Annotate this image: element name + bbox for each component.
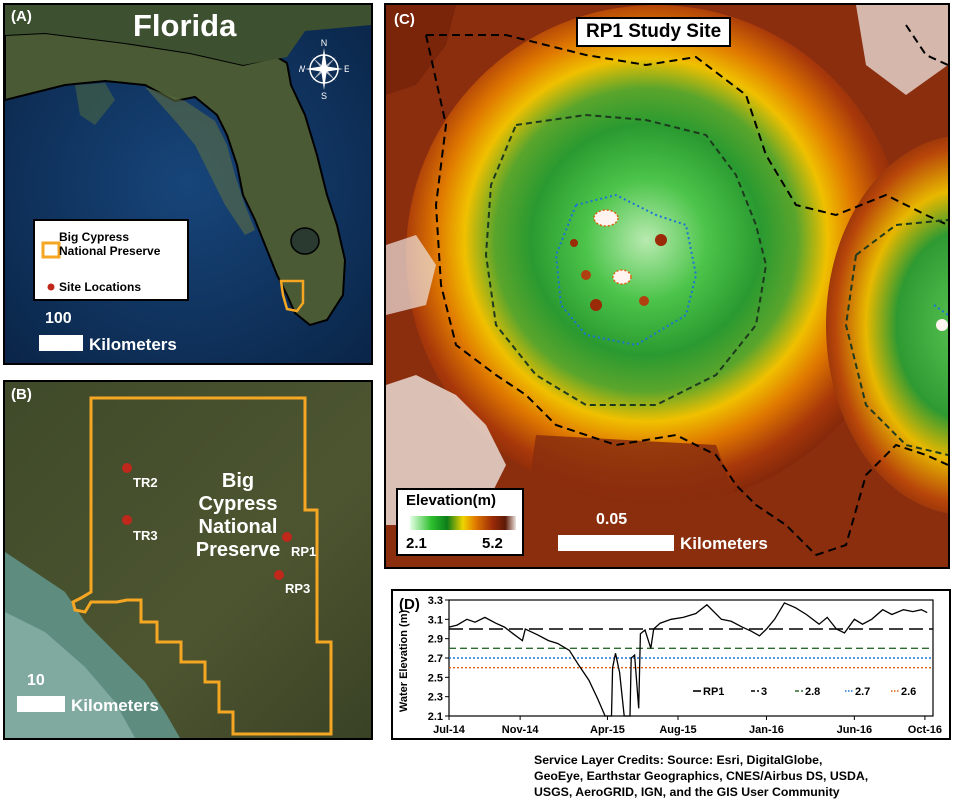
site-label-tr2: TR2 [133,475,158,490]
preserve-name-line-4: Preserve [195,539,281,561]
scale-unit-a: Kilometers [89,335,177,354]
scale-value-c: 0.05 [596,511,628,528]
preserve-name-label: Big Cypress National Preserve [173,470,303,562]
study-site-elevation-map: (C) RP1 Study Site Elevation(m) 2.1 5.2 … [384,3,950,569]
x-tick-label: Jun-16 [837,724,872,736]
x-tick-label: Jul-14 [433,724,466,736]
legend-label-RP1: RP1 [703,686,724,698]
scale-value-a: 100 [45,310,72,327]
elevation-raster [386,5,948,567]
preserve-swatch-icon [41,241,61,259]
preserve-map: (B) Big Cypress National Preserve TR2 TR… [3,380,373,740]
panel-d-label: (D) [399,596,420,613]
preserve-boundary [71,396,333,736]
site-marker-tr2 [122,463,132,473]
legend-preserve-label-2: National Preserve [59,244,161,258]
compass-n-label: N [321,39,328,48]
x-tick-label: Nov-14 [502,724,540,736]
water-elevation-chart-panel: (D) Water Elevation (m) 2.1 2.3 2.5 2.7 2.9 3… [391,589,951,740]
scale-unit-b: Kilometers [71,696,159,715]
y-tick-label: 2.7 [428,653,443,665]
credits-line-1: Service Layer Credits: Source: Esri, Dig… [534,753,823,767]
preserve-name-line-1: Big [221,470,255,492]
y-axis-label: Water Elevation (m) [398,610,410,713]
legend-label-2-7: 2.7 [855,686,870,698]
legend-label-2-6: 2.6 [901,686,916,698]
scale-bar-a [39,335,83,351]
y-tick-label: 2.9 [428,634,443,646]
credits-line-2: GeoEye, Earthstar Geographics, CNES/Airb… [534,769,869,783]
preserve-name-line-3: National [198,516,278,538]
map-title-florida: Florida [133,8,237,43]
site-marker-icon [47,283,55,291]
y-tick-label: 2.1 [428,711,443,723]
study-site-title: RP1 Study Site [576,17,732,47]
site-marker-tr3 [122,515,132,525]
x-tick-label: Aug-15 [659,724,696,736]
florida-overview-map: (A) Florida N S E W Big Cypress National… [3,3,373,365]
site-label-tr3: TR3 [133,528,158,543]
site-marker-rp1 [282,532,292,542]
scale-unit-c: Kilometers [680,534,768,553]
credits-line-3: USGS, AeroGRID, IGN, and the GIS User Co… [534,785,840,799]
elevation-legend: Elevation(m) 2.1 5.2 [396,488,524,556]
elevation-legend-title: Elevation(m) [406,492,497,509]
elevation-max-label: 5.2 [482,535,503,552]
map-legend-a: Big Cypress National Preserve Site Locat… [33,219,189,301]
site-label-rp1: RP1 [291,544,317,559]
preserve-outline-small [279,279,305,313]
compass-rose-icon: N S E W [299,39,349,99]
panel-a-label: (A) [11,8,32,25]
water-elevation-chart: (D) Water Elevation (m) 2.1 2.3 2.5 2.7 2.9 3… [398,595,942,736]
x-tick-label: Oct-16 [908,724,942,736]
legend-label-2-8: 2.8 [805,686,820,698]
site-marker-rp3 [274,570,284,580]
y-tick-label: 2.5 [428,672,443,684]
y-tick-label: 3.3 [428,595,443,607]
elevation-min-label: 2.1 [406,535,427,552]
x-tick-label: Jan-16 [749,724,784,736]
compass-s-label: S [321,91,327,99]
scale-bar-c [558,535,674,551]
elevation-color-ramp [410,516,516,530]
x-tick-label: Apr-15 [590,724,625,736]
compass-w-label: W [299,64,306,74]
legend-preserve-label-1: Big Cypress [59,230,130,244]
preserve-name-line-2: Cypress [198,493,278,515]
site-label-rp3: RP3 [285,581,311,596]
compass-e-label: E [344,64,349,74]
service-layer-credits: Service Layer Credits: Source: Esri, Dig… [534,752,952,800]
scale-value-b: 10 [27,672,45,689]
legend-site-label: Site Locations [59,280,142,294]
legend-label-3: 3 [761,686,767,698]
plot-area: 2.1 2.3 2.5 2.7 2.9 3.1 3.3 Jul-14 Nov-14 Apr-15 A… [428,595,942,736]
panel-c-label: (C) [394,11,415,28]
scale-bar-b [17,696,65,712]
y-tick-label: 2.3 [428,692,443,704]
panel-b-label: (B) [11,386,32,403]
y-tick-label: 3.1 [428,614,443,626]
series-line-rp1 [448,602,928,717]
florida-outline [5,31,347,327]
